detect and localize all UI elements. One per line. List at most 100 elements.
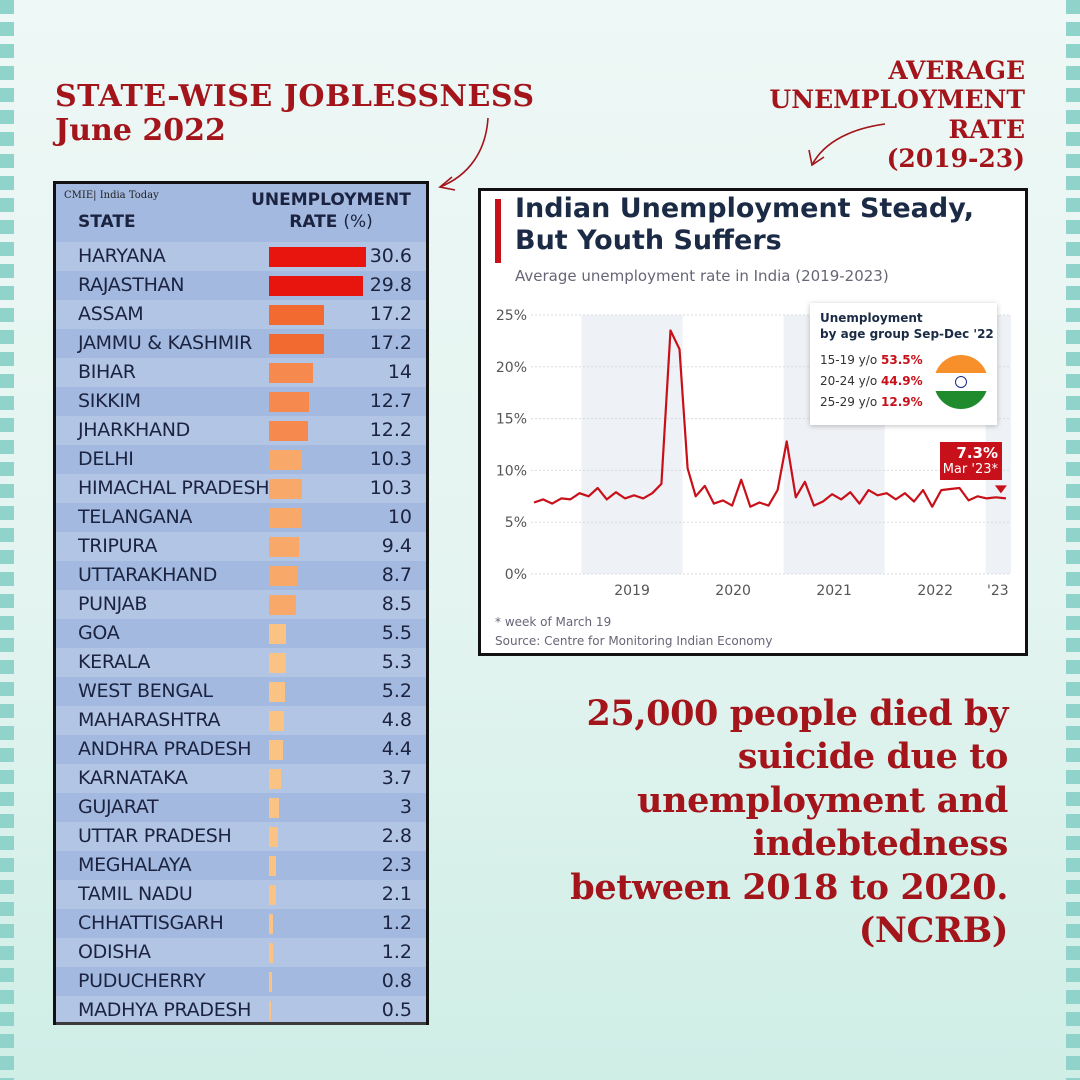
state-rate-bar <box>269 682 286 702</box>
state-name: TAMIL NADU <box>78 883 193 905</box>
state-rate-value: 8.5 <box>381 593 412 615</box>
state-name: JHARKHAND <box>78 419 190 441</box>
average-heading-line4: (2019-23) <box>886 143 1025 173</box>
x-tick-label: 2022 <box>917 583 953 599</box>
state-rate-value: 17.2 <box>369 303 412 325</box>
quote-line3: unemployment and <box>637 779 1008 821</box>
state-row: JHARKHAND 12.2 <box>56 416 426 445</box>
quote-line2: suicide due to <box>737 736 1009 778</box>
state-heading-date: June 2022 <box>55 112 226 148</box>
title-accent-bar <box>495 199 501 263</box>
state-rate-value: 0.5 <box>381 999 412 1021</box>
state-row: WEST BENGAL 5.2 <box>56 677 426 706</box>
state-rate-bar <box>269 479 302 499</box>
legend-item-25-29: 25-29 y/o 12.9% <box>820 395 923 409</box>
state-rate-bar <box>269 276 364 296</box>
latest-value-callout: 7.3% Mar '23* <box>940 442 1002 480</box>
y-tick-label: 5% <box>505 515 527 531</box>
legend-title-line2: by age group Sep-Dec '22 <box>820 326 994 341</box>
state-rate-bar <box>269 595 296 615</box>
legend-item-20-24: 20-24 y/o 44.9% <box>820 374 923 388</box>
chart-title-line2: But Youth Suffers <box>515 225 782 257</box>
quote-line1: 25,000 people died by <box>586 693 1008 734</box>
state-rate-bar <box>269 392 310 412</box>
line-chart-plot: 0% 5% 10% 15% 20% 25% 2019 2020 2021 2022 '23 <box>496 308 1011 599</box>
state-name: JAMMU & KASHMIR <box>78 332 253 354</box>
x-tick-label: 2021 <box>816 583 852 599</box>
state-name: DELHI <box>78 448 134 470</box>
callout-pointer <box>994 485 1007 494</box>
y-tick-label: 0% <box>505 567 527 583</box>
state-rate-bar <box>269 798 279 818</box>
state-name: ANDHRA PRADESH <box>78 738 252 760</box>
state-rate-bar <box>269 1001 271 1021</box>
state-rate-value: 29.8 <box>369 274 412 296</box>
state-rate-bar <box>269 827 278 847</box>
state-name: ASSAM <box>78 303 144 325</box>
state-rate-value: 0.8 <box>381 970 412 992</box>
state-rate-bar <box>269 305 324 325</box>
left-decorative-border <box>0 0 14 1080</box>
state-rate-bar <box>269 740 283 760</box>
ncrb-quote: 25,000 people died by suicide due to une… <box>488 692 1008 952</box>
state-row: TAMIL NADU 2.1 <box>56 880 426 909</box>
state-rate-bar <box>269 566 297 586</box>
state-name: TRIPURA <box>78 535 158 557</box>
state-name: MAHARASHTRA <box>78 709 221 731</box>
state-rate-value: 5.3 <box>381 651 412 673</box>
legend-value: 12.9% <box>881 395 923 409</box>
state-rate-bar <box>269 856 277 876</box>
state-row: ANDHRA PRADESH 4.4 <box>56 735 426 764</box>
state-row: GOA 5.5 <box>56 619 426 648</box>
state-rate-value: 3 <box>399 796 412 818</box>
state-rate-bar <box>269 508 301 528</box>
quote-line6: (NCRB) <box>858 909 1009 951</box>
state-rate-value: 9.4 <box>381 535 412 557</box>
y-tick-label: 20% <box>496 360 527 376</box>
state-name: WEST BENGAL <box>78 680 213 702</box>
legend-title: Unemployment by age group Sep-Dec '22 <box>820 311 994 342</box>
state-name: GUJARAT <box>78 796 159 818</box>
state-rate-value: 8.7 <box>381 564 412 586</box>
state-row: BIHAR 14 <box>56 358 426 387</box>
x-tick-label: 2020 <box>715 583 751 599</box>
state-name: TELANGANA <box>78 506 193 528</box>
state-rate-value: 10.3 <box>369 477 412 499</box>
state-name: PUDUCHERRY <box>78 970 206 992</box>
average-heading: AVERAGE UNEMPLOYMENT RATE (2019-23) <box>725 56 1025 173</box>
state-rate-value: 12.2 <box>369 419 412 441</box>
state-row: DELHI 10.3 <box>56 445 426 474</box>
state-name: HARYANA <box>78 245 166 267</box>
state-rate-value: 1.2 <box>381 941 412 963</box>
state-rate-value: 12.7 <box>369 390 412 412</box>
state-rate-value: 10.3 <box>369 448 412 470</box>
state-rate-value: 17.2 <box>369 332 412 354</box>
table-source: CMIE| India Today <box>64 190 159 201</box>
y-tick-label: 15% <box>496 412 527 428</box>
state-row: RAJASTHAN 29.8 <box>56 271 426 300</box>
state-rate-value: 5.2 <box>381 680 412 702</box>
state-unemployment-table: CMIE| India Today STATE UNEMPLOYMENT RAT… <box>53 181 429 1025</box>
state-row: JAMMU & KASHMIR 17.2 <box>56 329 426 358</box>
state-name: MEGHALAYA <box>78 854 192 876</box>
chart-title: Indian Unemployment Steady, But Youth Su… <box>515 193 974 258</box>
state-name: CHHATTISGARH <box>78 912 224 934</box>
state-row: HIMACHAL PRADESH 10.3 <box>56 474 426 503</box>
age-group-legend: Unemployment by age group Sep-Dec '22 15… <box>810 303 997 425</box>
rate-column-unit: (%) <box>343 212 373 232</box>
state-row: PUNJAB 8.5 <box>56 590 426 619</box>
state-name: UTTAR PRADESH <box>78 825 232 847</box>
state-rate-value: 2.3 <box>381 854 412 876</box>
callout-date: Mar '23* <box>942 462 998 477</box>
year-band <box>581 315 683 574</box>
state-rate-value: 10 <box>387 506 412 528</box>
state-rate-bar <box>269 943 273 963</box>
state-row: TELANGANA 10 <box>56 503 426 532</box>
state-rate-value: 30.6 <box>369 245 412 267</box>
state-rate-value: 4.4 <box>381 738 412 760</box>
state-row: MEGHALAYA 2.3 <box>56 851 426 880</box>
state-rate-value: 4.8 <box>381 709 412 731</box>
state-rate-value: 14 <box>387 361 412 383</box>
state-row: MADHYA PRADESH 0.5 <box>56 996 426 1025</box>
state-row: TRIPURA 9.4 <box>56 532 426 561</box>
